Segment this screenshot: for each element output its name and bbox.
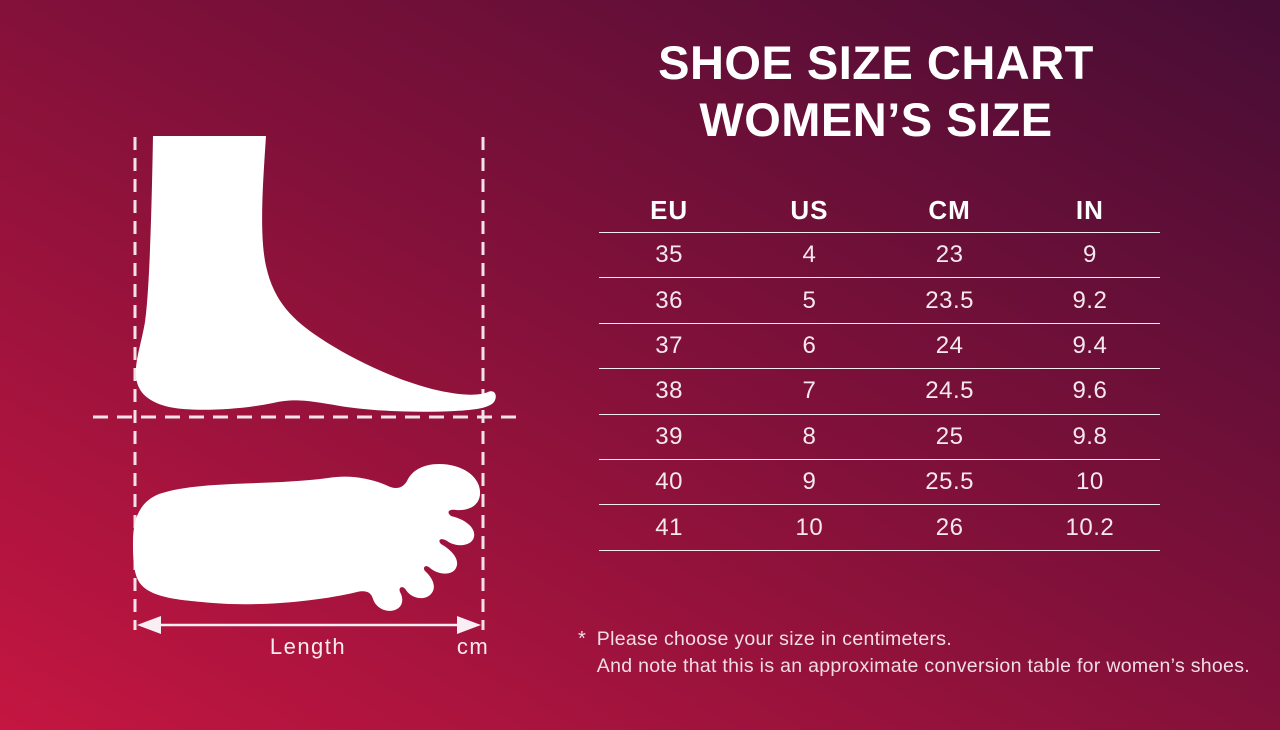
table-cell: 38	[655, 377, 683, 405]
table-cell: 25.5	[925, 468, 974, 496]
title-line-2: WOMEN’S SIZE	[699, 93, 1053, 146]
table-cell: 10	[795, 513, 824, 541]
table-cell: 4	[802, 241, 817, 269]
table-cell: 37	[655, 331, 683, 359]
table-cell: 26	[935, 513, 964, 541]
table-cell: 8	[802, 422, 817, 450]
foot-measurement-diagram	[93, 136, 525, 634]
table-cell: 9.6	[1072, 377, 1108, 405]
cm-unit-label: cm	[456, 634, 490, 659]
footnote-line-1: Please choose your size in centimeters.	[596, 628, 953, 650]
table-row: 37 6 24 9.4	[599, 324, 1160, 370]
table-cell: 39	[655, 422, 683, 450]
table-cell: 9.4	[1072, 331, 1108, 359]
size-table: EU US CM IN 35 4 23 9 36 5 23.5 9.2 37 6 24 9.4 38 7 24.5 9…	[599, 188, 1160, 551]
table-cell: 5	[802, 286, 817, 314]
foot-side-view-illustration	[135, 136, 496, 412]
table-cell: 36	[655, 286, 683, 314]
table-cell: 9.2	[1072, 286, 1108, 314]
table-row: 35 4 23 9	[599, 233, 1160, 279]
table-row: 39 8 25 9.8	[599, 415, 1160, 460]
table-header-row: EU US CM IN	[599, 188, 1160, 233]
footnote: * Please choose your size in centimeters…	[578, 626, 1250, 680]
table-cell: 10	[1076, 468, 1104, 496]
column-header-cm: CM	[928, 194, 971, 225]
table-cell: 23	[935, 241, 964, 269]
column-header-in: IN	[1075, 194, 1104, 225]
title-line-1: SHOE SIZE CHART	[658, 36, 1094, 89]
footprint-top-view-illustration	[133, 464, 481, 611]
table-row: 41 10 26 10.2	[599, 505, 1160, 551]
table-row: 38 7 24.5 9.6	[599, 369, 1160, 415]
table-cell: 10.2	[1065, 513, 1115, 541]
table-cell: 9	[1082, 241, 1097, 269]
table-cell: 40	[655, 468, 683, 496]
column-header-eu: EU	[650, 194, 689, 225]
length-arrow-left-head	[137, 616, 161, 634]
length-label: Length	[269, 634, 347, 659]
table-cell: 41	[655, 513, 683, 541]
table-cell: 35	[655, 241, 683, 269]
column-header-us: US	[790, 194, 829, 225]
table-cell: 9.8	[1072, 422, 1108, 450]
table-cell: 25	[935, 422, 964, 450]
table-row: 40 9 25.5 10	[599, 460, 1160, 506]
table-cell: 6	[802, 331, 817, 359]
table-cell: 23.5	[925, 286, 974, 314]
table-cell: 7	[802, 377, 817, 405]
table-cell: 9	[802, 468, 817, 496]
length-arrow-right-head	[457, 616, 481, 634]
table-cell: 24.5	[925, 377, 974, 405]
table-row: 36 5 23.5 9.2	[599, 278, 1160, 324]
table-cell: 24	[935, 331, 964, 359]
footnote-line-2: And note that this is an approximate con…	[596, 655, 1250, 677]
page-title: SHOE SIZE CHART WOMEN’S SIZE	[556, 34, 1196, 148]
footnote-asterisk: *	[578, 628, 586, 650]
